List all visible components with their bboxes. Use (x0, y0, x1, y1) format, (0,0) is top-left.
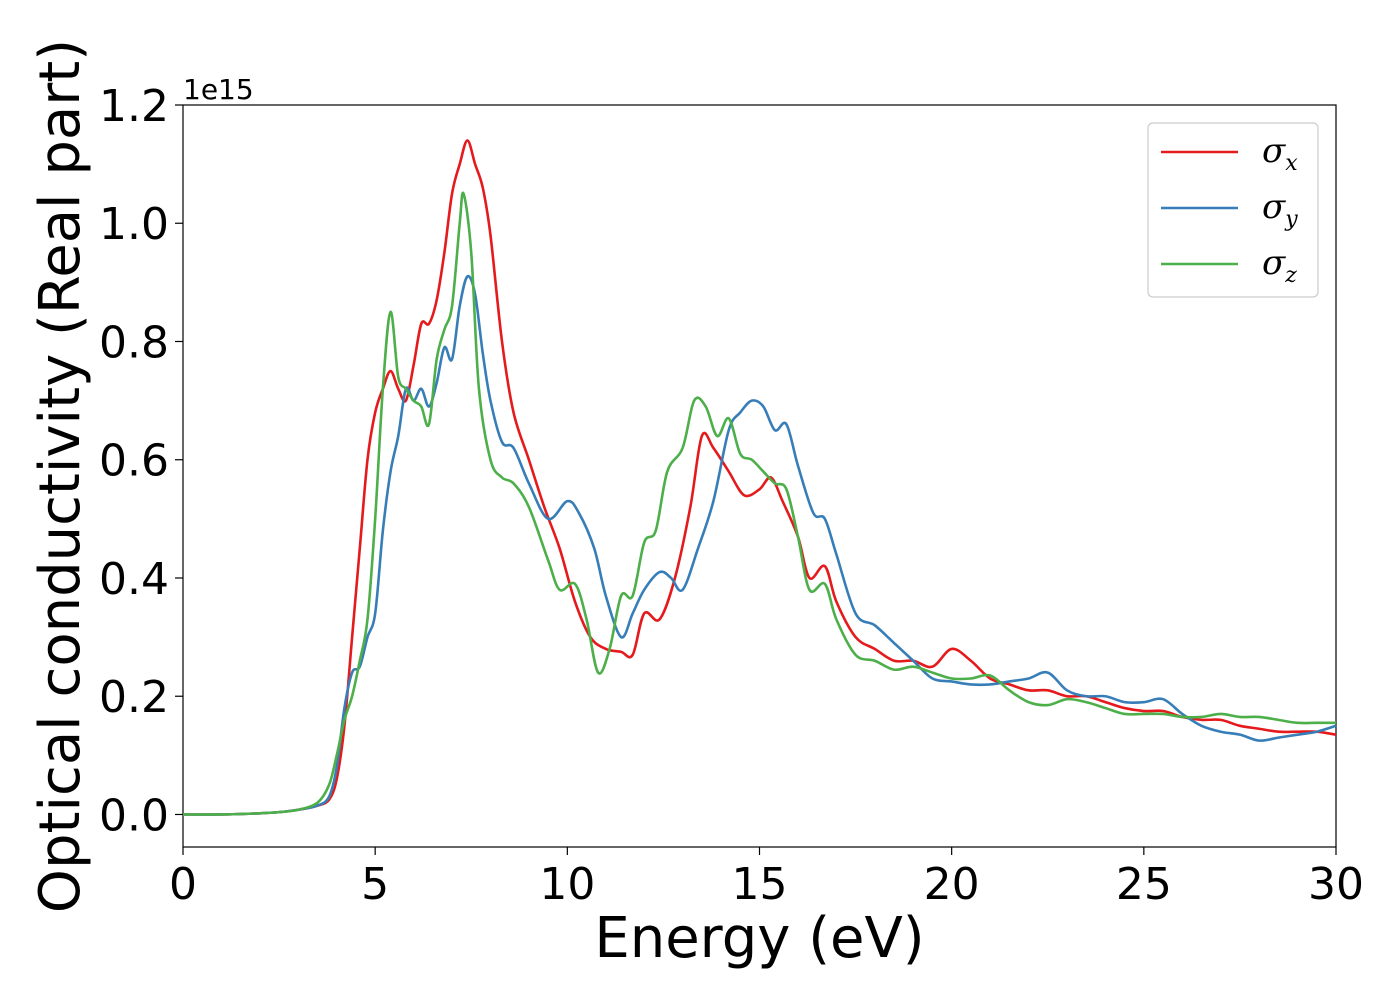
y-tick-label: 0.8 (99, 317, 169, 368)
x-axis-label: Energy (eV) (594, 906, 924, 971)
legend-label-z: σz (1262, 243, 1297, 288)
y-tick-label: 0.0 (99, 790, 169, 841)
y-tick-label: 1.0 (99, 199, 169, 250)
series-line-y (182, 274, 1337, 816)
y-offset-label: 1e15 (183, 73, 254, 106)
y-tick-label: 0.4 (99, 554, 169, 605)
y-axis: 0.0 0.2 0.4 0.6 0.8 1.0 1.2 (99, 81, 183, 841)
x-tick-label: 10 (539, 859, 595, 910)
legend-label-y: σy (1262, 187, 1298, 232)
y-tick-label: 1.2 (99, 81, 169, 132)
x-tick-label: 5 (361, 859, 389, 910)
plot-frame (182, 104, 1337, 848)
plot-area (182, 104, 1337, 848)
legend: σx σy σz (1147, 122, 1319, 298)
y-axis-label: Optical conductivity (Real part) (28, 39, 93, 913)
series-line-z (182, 191, 1336, 816)
series-layer (182, 139, 1337, 816)
x-tick-label: 0 (169, 859, 197, 910)
legend-label-x: σx (1262, 131, 1298, 176)
x-axis: 0 5 10 15 20 25 30 (169, 847, 1364, 910)
x-tick-label: 30 (1308, 859, 1364, 910)
x-tick-label: 15 (732, 859, 788, 910)
legend-box (1147, 122, 1319, 298)
x-tick-label: 20 (924, 859, 980, 910)
y-tick-label: 0.2 (99, 672, 169, 723)
y-tick-label: 0.6 (99, 436, 169, 487)
x-tick-label: 25 (1116, 859, 1172, 910)
